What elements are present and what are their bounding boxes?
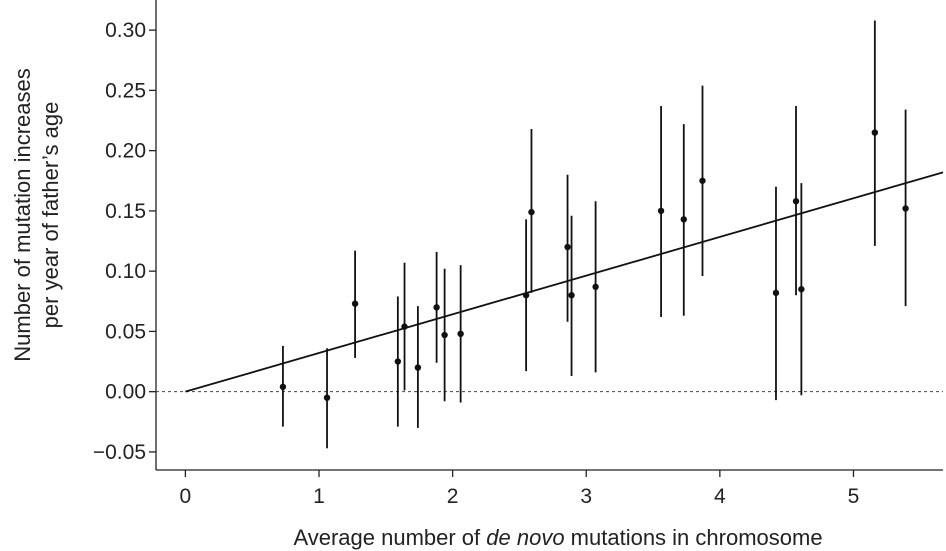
data-point — [568, 292, 575, 299]
data-point — [401, 323, 408, 330]
data-point — [564, 243, 571, 251]
data-point — [441, 331, 448, 339]
x-tick-label: 4 — [714, 485, 726, 508]
x-tick-label: 2 — [447, 485, 459, 508]
data-point — [699, 177, 706, 184]
y-axis-label-line-1: Number of mutation increases — [10, 68, 35, 361]
y-tick-label: 0.10 — [105, 260, 146, 283]
data-point — [528, 208, 535, 216]
data-point — [772, 289, 780, 297]
x-axis-ticks: 0 1 2 3 4 5 — [180, 470, 860, 508]
x-tick-label: 5 — [848, 485, 860, 508]
data-point — [414, 364, 422, 371]
x-tick-label: 0 — [180, 485, 192, 508]
y-axis-label-line-2: per year of father’s age — [38, 102, 63, 329]
data-point — [792, 198, 800, 205]
data-point — [433, 304, 440, 311]
data-point — [351, 300, 359, 307]
x-axis-label-part-2: de novo — [486, 525, 564, 550]
y-tick-label: 0.25 — [105, 79, 146, 102]
data-point — [394, 358, 402, 365]
data-point — [798, 286, 805, 293]
y-tick-label: 0.15 — [105, 200, 146, 223]
y-tick-label: 0.00 — [105, 381, 146, 404]
fit-line — [185, 171, 944, 393]
data-point — [279, 383, 287, 391]
data-point — [902, 205, 909, 212]
data-point — [680, 216, 687, 223]
data-points — [279, 129, 909, 401]
y-tick-label: 0.05 — [105, 320, 146, 343]
data-point — [457, 330, 464, 338]
y-tick-label: 0.30 — [105, 19, 146, 42]
data-point — [657, 207, 665, 215]
y-axis-label: Number of mutation increases per year of… — [10, 68, 63, 361]
y-tick-label: −0.05 — [93, 441, 146, 464]
regression-line — [185, 171, 944, 393]
y-tick-label: 0.20 — [105, 140, 146, 163]
data-point — [592, 283, 599, 291]
error-bars — [282, 20, 907, 449]
data-point — [323, 394, 331, 401]
x-axis-label: Average number of de novo mutations in c… — [293, 525, 822, 550]
data-point — [871, 129, 879, 136]
y-axis-ticks: −0.05 0.00 0.05 0.10 0.15 0.20 0.25 0.30 — [93, 19, 156, 464]
data-point — [522, 292, 530, 299]
x-tick-label: 3 — [580, 485, 592, 508]
x-axis-label-part-3: mutations in chromosome — [565, 525, 823, 550]
x-tick-label: 1 — [313, 485, 325, 508]
axes — [155, 0, 943, 471]
x-axis-label-part-1: Average number of — [293, 525, 486, 550]
